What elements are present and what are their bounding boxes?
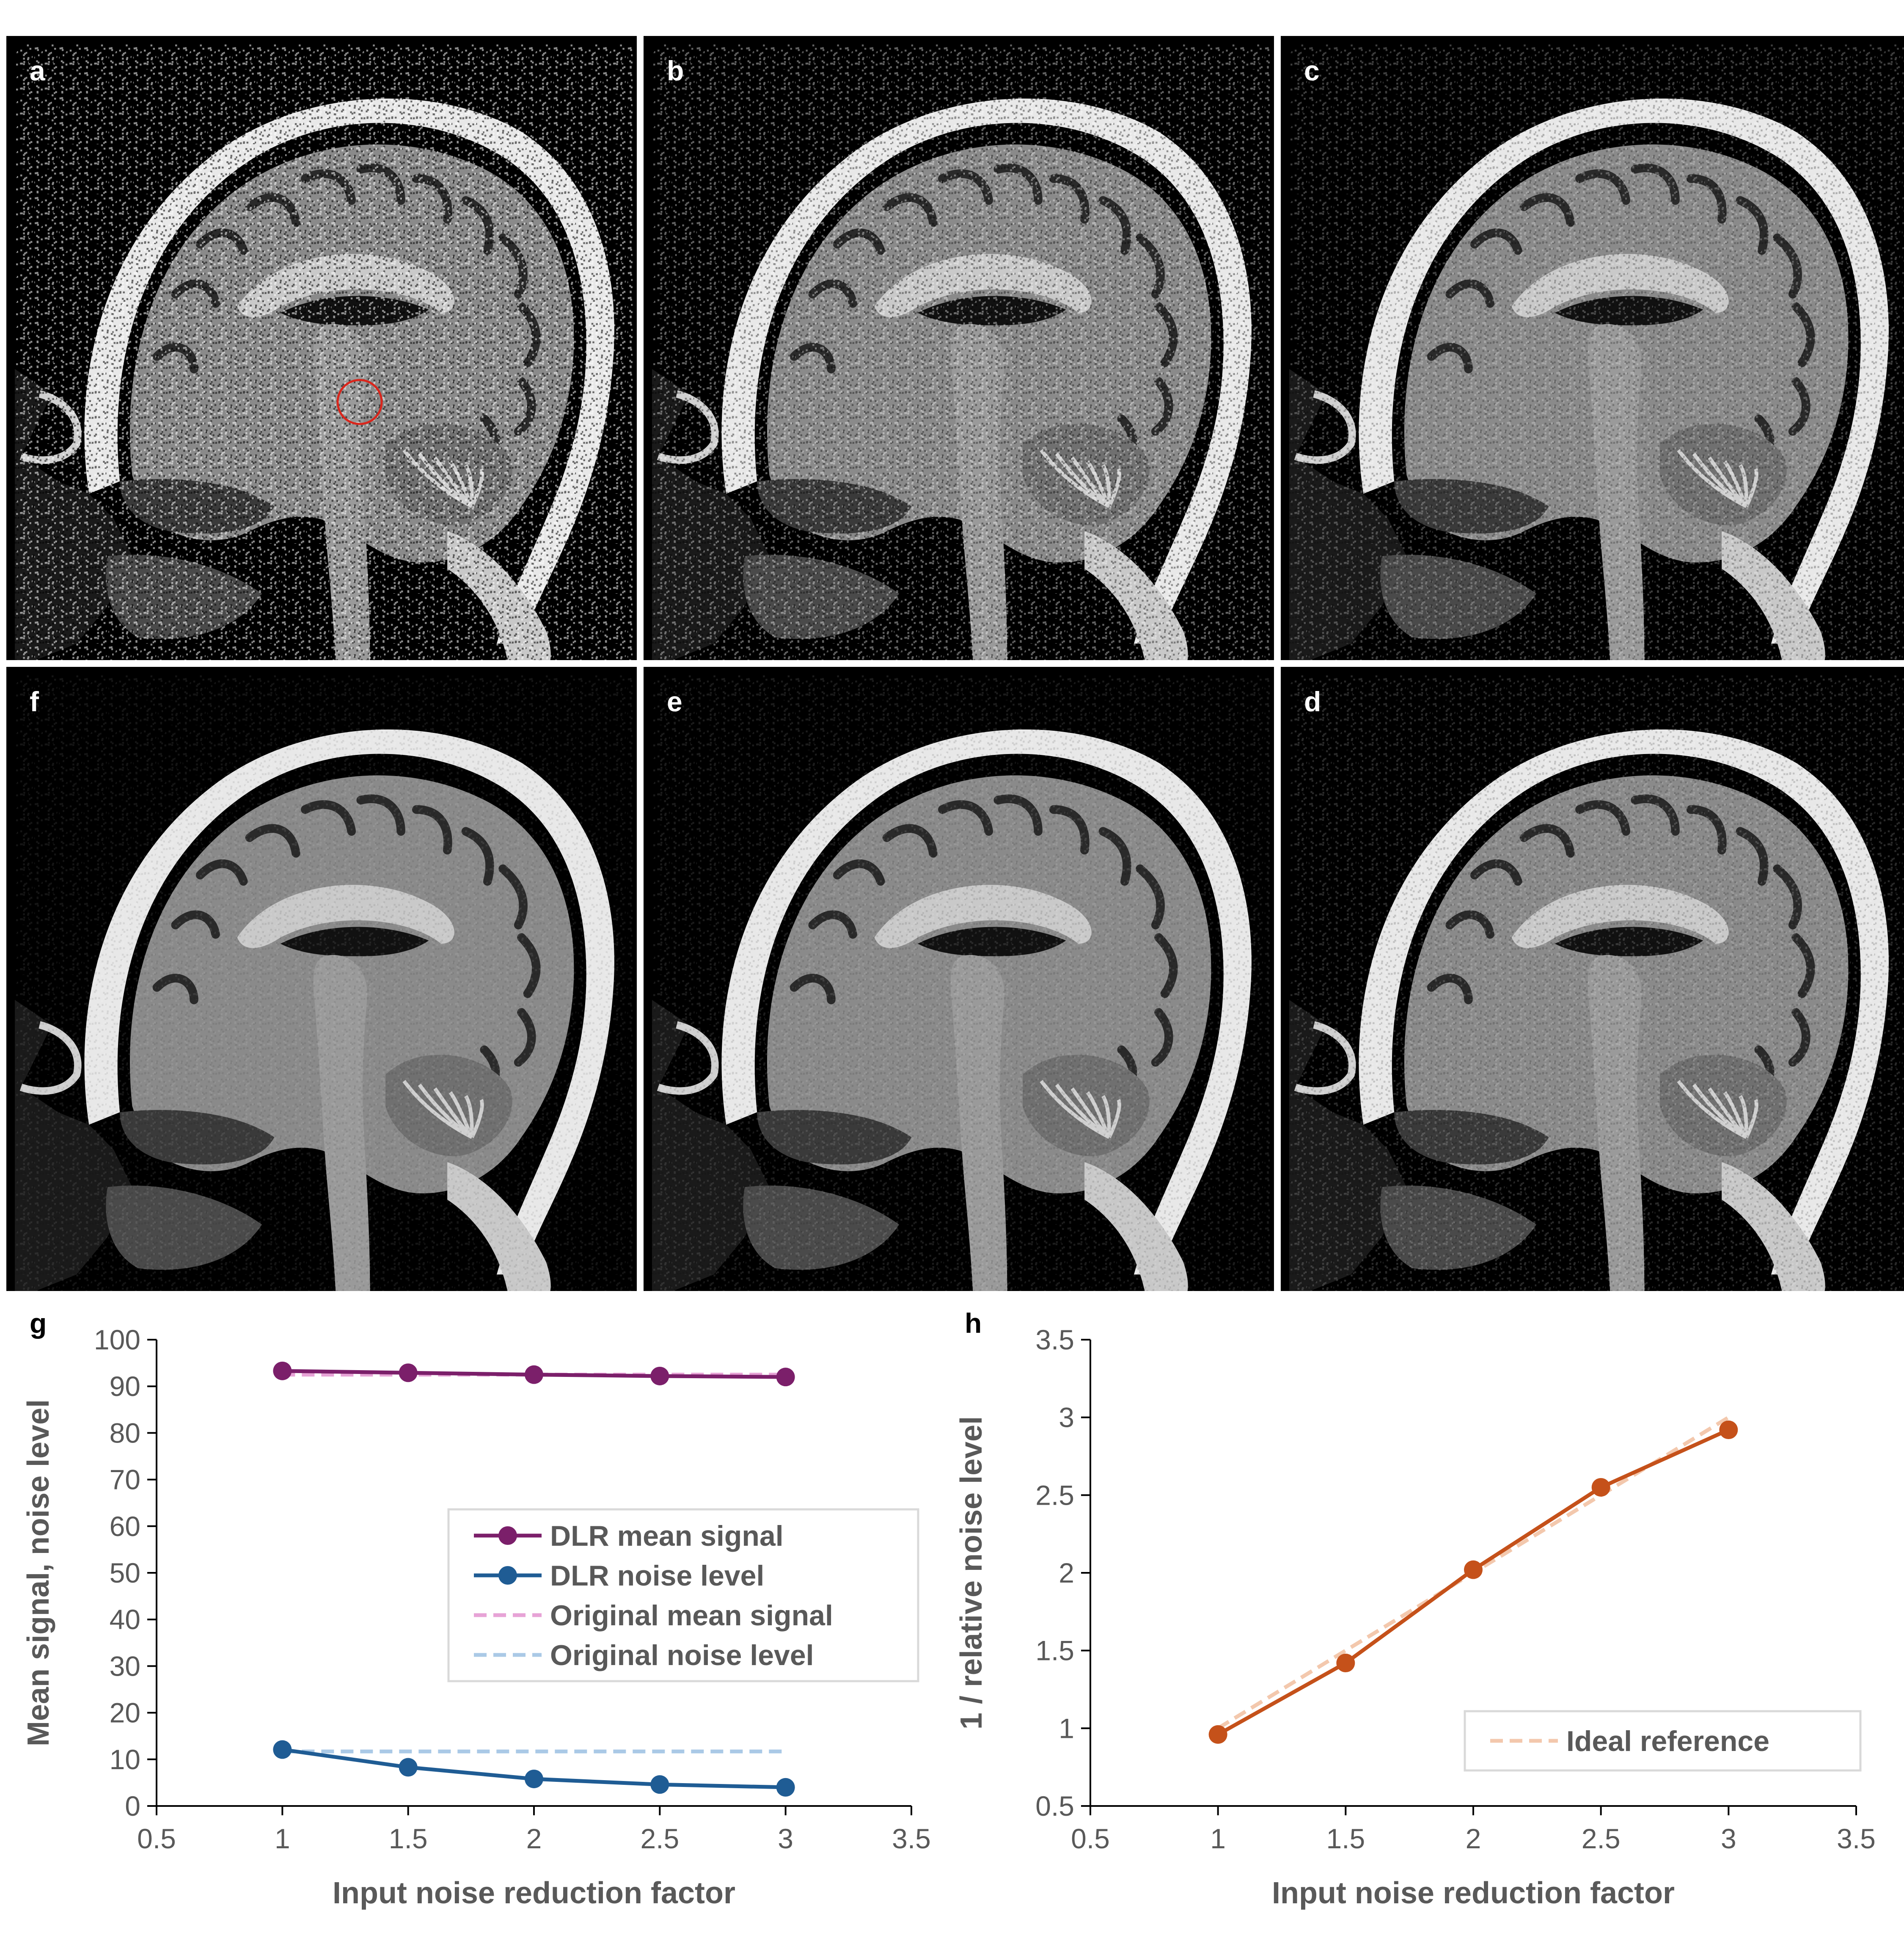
y-tick-label: 60: [110, 1511, 140, 1542]
x-tick-label: 2: [526, 1823, 542, 1854]
noise-overlay: [652, 675, 1270, 1291]
x-tick-label: 0.5: [1071, 1823, 1110, 1854]
y-tick-label: 0: [125, 1790, 140, 1822]
head-slice: [15, 44, 633, 660]
mri-panel-e: e: [644, 667, 1274, 1291]
x-tick-label: 0.5: [137, 1823, 176, 1854]
x-tick-label: 2.5: [1582, 1823, 1621, 1854]
mri-image: [15, 675, 633, 1291]
x-axis-title: Input noise reduction factor: [1272, 1876, 1675, 1910]
y-tick-label: 30: [110, 1650, 140, 1682]
data-point-dlr-mean-signal: [650, 1366, 669, 1385]
panel-letter-e: e: [667, 686, 682, 717]
data-point-dlr-noise-level: [273, 1740, 292, 1759]
legend-label-original-noise-level: Original noise level: [550, 1639, 814, 1671]
y-tick-label: 1: [1059, 1712, 1074, 1744]
mri-image: [15, 44, 633, 660]
head-slice: [1289, 675, 1904, 1291]
mri-panel-b: b: [644, 36, 1274, 660]
x-tick-label: 1.5: [1326, 1823, 1365, 1854]
y-tick-label: 50: [110, 1557, 140, 1588]
noise-overlay: [15, 675, 633, 1291]
x-tick-label: 2: [1466, 1823, 1481, 1854]
y-tick-label: 20: [110, 1697, 140, 1729]
panel-letter-c: c: [1304, 55, 1320, 86]
chart-letter-g: g: [30, 1308, 47, 1339]
mri-panel-a: a: [6, 36, 637, 660]
x-tick-label: 3: [778, 1823, 793, 1854]
y-tick-label: 90: [110, 1371, 140, 1402]
x-tick-label: 2.5: [640, 1823, 679, 1854]
y-tick-label: 0.5: [1035, 1790, 1074, 1822]
panel-letter-b: b: [667, 55, 684, 86]
y-tick-label: 2.5: [1035, 1479, 1074, 1511]
head-slice: [1289, 44, 1904, 660]
data-point-series: [1464, 1560, 1483, 1579]
y-tick-label: 1.5: [1035, 1635, 1074, 1666]
y-tick-label: 40: [110, 1604, 140, 1635]
y-tick-label: 3: [1059, 1402, 1074, 1433]
chart-g: g 0 10 20 30 40 50 60 70 80 90 100 0.5 1 1.5 2 2.5 3 3.5 In…: [22, 1308, 931, 1910]
mri-panel-f: f: [6, 667, 637, 1291]
y-axis-title: 1 / relative noise level: [955, 1416, 988, 1729]
mri-image: [1289, 675, 1904, 1291]
noise-overlay: [1289, 675, 1904, 1291]
data-point-dlr-noise-level: [399, 1758, 418, 1777]
y-tick-label: 3.5: [1035, 1324, 1074, 1355]
data-point-dlr-noise-level: [650, 1775, 669, 1794]
head-slice: [652, 675, 1270, 1291]
panel-letter-a: a: [30, 55, 46, 86]
series-line-series: [1217, 1428, 1730, 1736]
mri-panel-c: c: [1281, 36, 1904, 660]
y-tick-label: 100: [94, 1324, 140, 1355]
x-tick-label: 1.5: [389, 1823, 428, 1854]
legend-label-dlr-mean-signal: DLR mean signal: [550, 1520, 784, 1552]
y-tick-label: 10: [110, 1744, 140, 1775]
mri-panels: a b c f e d: [6, 36, 1904, 1291]
legend-label-ideal-reference: Ideal reference: [1566, 1725, 1769, 1757]
data-point-series: [1208, 1725, 1227, 1744]
data-point-series: [1336, 1654, 1355, 1673]
head-slice: [15, 675, 633, 1291]
legend-label-original-mean-signal: Original mean signal: [550, 1599, 833, 1632]
noise-overlay: [652, 44, 1270, 660]
mri-image: [652, 44, 1270, 660]
legend-marker-dlr-noise-level: [498, 1566, 517, 1585]
x-tick-label: 3.5: [1837, 1823, 1876, 1854]
y-tick-label: 80: [110, 1417, 140, 1448]
data-point-dlr-mean-signal: [776, 1368, 795, 1387]
panel-letter-d: d: [1304, 686, 1321, 717]
y-tick-label: 2: [1059, 1557, 1074, 1588]
data-point-dlr-noise-level: [776, 1778, 795, 1797]
y-axis-title: Mean signal, noise level: [22, 1399, 55, 1746]
noise-overlay: [1289, 44, 1904, 660]
x-tick-label: 1: [275, 1823, 290, 1854]
data-point-series: [1591, 1478, 1610, 1497]
chart-h: h 0.5 1 1.5 2 2.5 3 3.5 0.5 1 1.5 2 2.5 3 3.5 Input noi…: [955, 1308, 1876, 1910]
data-point-dlr-noise-level: [525, 1770, 543, 1789]
x-tick-label: 3: [1721, 1823, 1736, 1854]
data-point-dlr-mean-signal: [399, 1363, 418, 1382]
roi-circle: [336, 379, 383, 425]
panel-letter-f: f: [30, 686, 39, 717]
data-point-series: [1719, 1420, 1738, 1440]
mri-image: [1289, 44, 1904, 660]
x-tick-label: 3.5: [892, 1823, 931, 1854]
noise-overlay: [15, 44, 633, 660]
chart-letter-h: h: [965, 1308, 982, 1339]
x-tick-label: 1: [1210, 1823, 1226, 1854]
data-point-dlr-mean-signal: [273, 1361, 292, 1380]
y-tick-label: 70: [110, 1464, 140, 1495]
data-point-dlr-mean-signal: [525, 1365, 543, 1384]
legend-box: [447, 1508, 919, 1682]
mri-panel-d: d: [1281, 667, 1904, 1291]
head-slice: [652, 44, 1270, 660]
mri-image: [652, 675, 1270, 1291]
x-axis-title: Input noise reduction factor: [333, 1876, 735, 1910]
legend-label-dlr-noise-level: DLR noise level: [550, 1560, 764, 1592]
legend-marker-dlr-mean-signal: [498, 1526, 517, 1545]
